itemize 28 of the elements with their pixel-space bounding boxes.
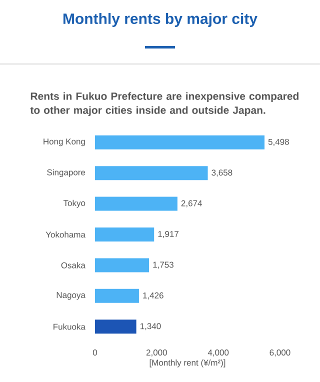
data-label: 1,426 xyxy=(143,292,164,300)
x-tick-label: 0 xyxy=(92,350,98,356)
y-tick-label: Singapore xyxy=(47,169,86,178)
x-tick-label: 4,000 xyxy=(208,350,229,357)
data-label: 1,917 xyxy=(158,231,178,238)
chart-subtitle: Rents in Fukuo Prefecture are inexpensive compared to other major cities inside and outside Japan. xyxy=(30,92,298,116)
bar xyxy=(94,228,154,242)
x-tick-label: 6,000 xyxy=(270,350,290,357)
bar xyxy=(94,320,136,334)
x-axis-title: [Monthly rent (¥/m²)] xyxy=(150,359,226,368)
y-tick-label: Fukuoka xyxy=(54,324,86,330)
bar xyxy=(94,196,178,211)
bar xyxy=(94,288,139,303)
data-label: 2,674 xyxy=(181,200,202,208)
x-tick-label: 2,000 xyxy=(146,350,167,357)
data-label: 3,658 xyxy=(212,170,232,177)
bar xyxy=(94,166,208,180)
data-label: 1,753 xyxy=(153,262,174,269)
bar xyxy=(94,135,265,150)
data-label: 5,498 xyxy=(268,138,289,146)
y-tick-label: Nagoya xyxy=(56,292,86,300)
bar xyxy=(94,258,150,272)
y-tick-label: Yokohama xyxy=(46,231,86,238)
chart-title: Monthly rents by major city xyxy=(63,13,258,27)
y-tick-label: Hong Kong xyxy=(44,138,85,146)
y-tick-label: Osaka xyxy=(61,262,86,268)
data-label: 1,340 xyxy=(140,323,161,330)
y-tick-label: Tokyo xyxy=(63,200,86,208)
